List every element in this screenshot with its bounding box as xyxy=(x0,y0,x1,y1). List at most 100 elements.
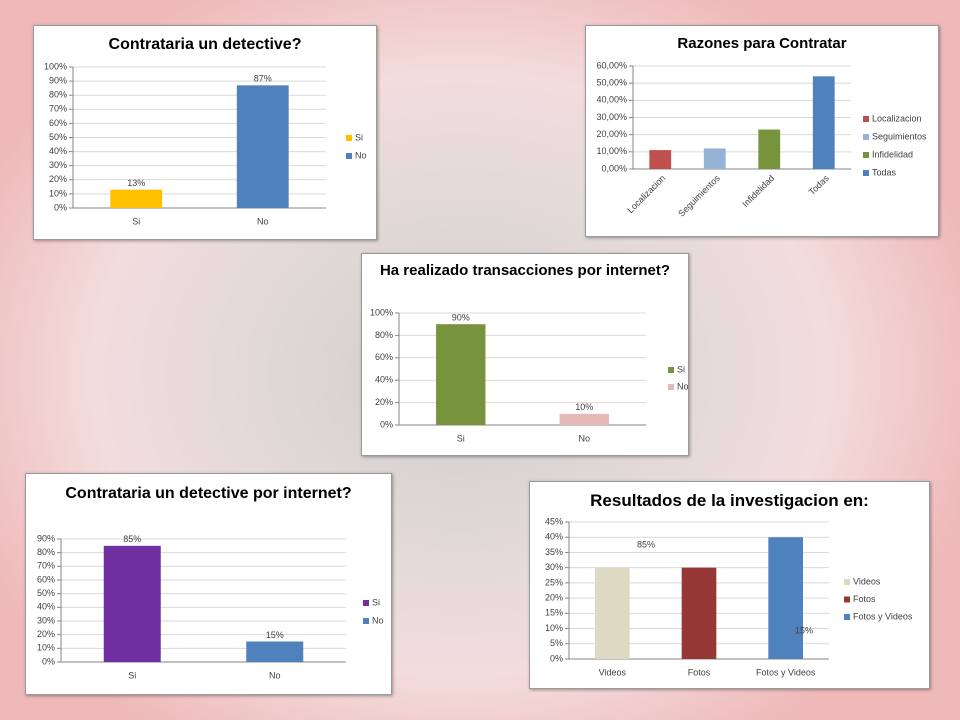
chart-panel: 0% 10% 20% 30% 40% 50% 60% 70% 80% 90% 85% Si Si 15% N… xyxy=(25,473,392,695)
chart-title: Contrataria un detective? xyxy=(108,36,302,53)
annotation: 15% xyxy=(795,625,813,635)
y-tick-label: 60% xyxy=(375,352,393,362)
bar xyxy=(103,545,161,662)
legend-label: Si xyxy=(372,597,380,607)
bar xyxy=(246,641,304,662)
data-label: 90% xyxy=(452,313,470,323)
y-tick-label: 20% xyxy=(375,397,393,407)
data-label: 85% xyxy=(123,534,141,544)
data-label: 15% xyxy=(266,630,284,640)
x-tick-label: Fotos y Videos xyxy=(756,667,816,677)
legend-label: No xyxy=(372,615,384,625)
legend-label: No xyxy=(677,381,688,391)
chart: 0% 5% 10% 15% 20% 25% 30% 35% 40% 45% Videos Videos… xyxy=(545,516,913,677)
y-tick-label: 60,00% xyxy=(596,60,627,70)
legend-swatch xyxy=(863,134,869,140)
chart-title: Contrataria un detective por internet? xyxy=(65,485,352,502)
y-tick-label: 25% xyxy=(545,577,563,587)
y-tick-label: 50,00% xyxy=(596,78,627,88)
legend-swatch xyxy=(668,384,674,390)
y-tick-label: 70% xyxy=(49,104,67,114)
y-tick-label: 30% xyxy=(545,562,563,572)
y-tick-label: 0,00% xyxy=(601,163,627,173)
y-tick-label: 5% xyxy=(550,638,563,648)
legend-label: Infidelidad xyxy=(872,149,913,159)
legend-label: Todas xyxy=(872,167,897,177)
bar xyxy=(812,76,835,169)
legend-label: Fotos xyxy=(853,594,876,604)
y-tick-label: 20% xyxy=(49,174,67,184)
y-tick-label: 40% xyxy=(545,532,563,542)
legend-label: Si xyxy=(677,364,685,374)
y-tick-label: 80% xyxy=(37,547,55,557)
bar xyxy=(758,129,781,169)
y-tick-label: 20,00% xyxy=(596,129,627,139)
x-tick-label: No xyxy=(578,433,590,443)
x-tick-label: Infidelidad xyxy=(740,173,776,209)
x-tick-label: No xyxy=(257,216,269,226)
x-tick-label: Todas xyxy=(807,173,831,197)
y-tick-label: 20% xyxy=(37,629,55,639)
y-tick-label: 0% xyxy=(550,653,563,663)
y-tick-label: 10% xyxy=(37,643,55,653)
chart-panel: 0% 5% 10% 15% 20% 25% 30% 35% 40% 45% Videos Videos… xyxy=(529,481,930,689)
chart: 0% 10% 20% 30% 40% 50% 60% 70% 80% 90% 85% Si Si 15% N… xyxy=(37,533,384,680)
legend-swatch xyxy=(844,596,850,603)
y-tick-label: 30% xyxy=(49,160,67,170)
x-tick-label: Seguimientos xyxy=(676,173,722,219)
y-tick-label: 10% xyxy=(545,623,563,633)
legend-swatch xyxy=(668,367,674,373)
y-tick-label: 45% xyxy=(545,516,563,526)
legend-swatch xyxy=(363,600,369,606)
data-label: 87% xyxy=(254,74,272,84)
y-tick-label: 50% xyxy=(37,588,55,598)
legend-label: Fotos y Videos xyxy=(853,611,913,621)
chart: 0,00% 10,00% 20,00% 30,00% 40,00% 50,00% 60,00… xyxy=(596,60,927,219)
y-tick-label: 40% xyxy=(375,375,393,385)
y-tick-label: 0% xyxy=(380,419,393,429)
bar xyxy=(649,150,672,169)
y-tick-label: 0% xyxy=(42,656,55,666)
bar xyxy=(681,567,717,659)
y-tick-label: 60% xyxy=(37,574,55,584)
x-tick-label: Localizacion xyxy=(625,173,667,215)
legend-label: Videos xyxy=(853,576,881,586)
legend-label: Localizacion xyxy=(872,113,922,123)
y-tick-label: 20% xyxy=(545,592,563,602)
legend-swatch xyxy=(346,135,352,141)
x-tick-label: Si xyxy=(132,216,140,226)
bar xyxy=(559,413,609,425)
y-tick-label: 70% xyxy=(37,561,55,571)
legend-swatch xyxy=(863,170,869,176)
y-tick-label: 40% xyxy=(49,146,67,156)
bar xyxy=(236,85,289,208)
legend-swatch xyxy=(844,614,850,620)
data-label: 10% xyxy=(575,402,593,412)
chart-title: Resultados de la investigacion en: xyxy=(590,491,869,510)
y-tick-label: 100% xyxy=(44,61,67,71)
legend-swatch xyxy=(363,618,369,624)
x-tick-label: Fotos xyxy=(688,667,711,677)
y-tick-label: 80% xyxy=(375,330,393,340)
legend-swatch xyxy=(844,579,850,585)
y-tick-label: 50% xyxy=(49,132,67,142)
x-tick-label: Si xyxy=(128,670,136,680)
y-tick-label: 80% xyxy=(49,90,67,100)
x-tick-label: Si xyxy=(457,433,465,443)
data-label: 13% xyxy=(127,178,145,188)
bar xyxy=(595,567,630,659)
legend-swatch xyxy=(346,153,352,159)
y-tick-label: 15% xyxy=(545,608,563,618)
y-tick-label: 30% xyxy=(37,615,55,625)
annotation: 85% xyxy=(637,539,655,549)
x-tick-label: Videos xyxy=(599,667,627,677)
legend-label: Seguimientos xyxy=(872,131,927,141)
y-tick-label: 0% xyxy=(54,202,67,212)
chart: 0% 10% 20% 30% 40% 50% 60% 70% 80% 90% 100% 13% Si Si… xyxy=(44,61,367,226)
bar xyxy=(110,189,163,208)
legend-label: Si xyxy=(355,132,363,142)
chart-panel: 0,00% 10,00% 20,00% 30,00% 40,00% 50,00% 60,00… xyxy=(585,25,939,237)
y-tick-label: 10,00% xyxy=(596,146,627,156)
chart-title: Ha realizado transacciones por internet? xyxy=(379,262,671,279)
bar xyxy=(436,324,486,425)
